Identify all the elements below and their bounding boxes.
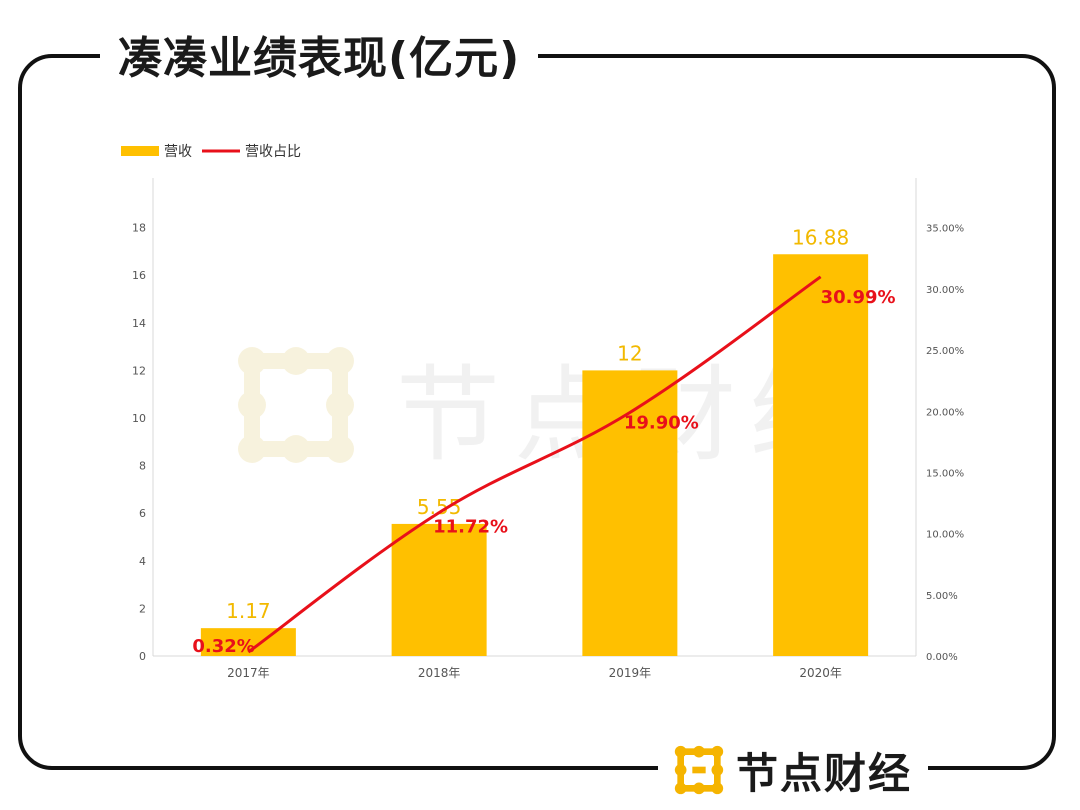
share-line-label: 19.90% xyxy=(624,412,699,433)
right-axis-tick-label: 5.00% xyxy=(926,591,958,602)
revenue-bar xyxy=(391,523,487,656)
revenue-bar-label: 5.55 xyxy=(417,495,462,519)
page-title: 凑凑业绩表现(亿元) xyxy=(118,33,521,84)
left-axis-tick-label: 14 xyxy=(132,317,146,330)
revenue-bar-label: 12 xyxy=(617,341,642,365)
title-container: 凑凑业绩表现(亿元) xyxy=(100,22,539,86)
right-axis-tick-label: 0.00% xyxy=(926,652,958,663)
revenue-bar xyxy=(582,370,678,656)
right-axis-tick-label: 30.00% xyxy=(926,285,964,296)
revenue-bar xyxy=(773,254,869,657)
left-axis-tick-label: 16 xyxy=(132,269,146,282)
left-axis-tick-label: 6 xyxy=(139,507,146,520)
x-axis-tick-label: 2017年 xyxy=(227,666,270,680)
x-axis-tick-label: 2020年 xyxy=(799,666,842,680)
x-axis-tick-label: 2019年 xyxy=(609,666,652,680)
right-axis-tick-label: 10.00% xyxy=(926,530,964,541)
left-axis-tick-label: 18 xyxy=(132,222,146,235)
revenue-bar-label: 16.88 xyxy=(792,225,849,249)
brand-name: 节点财经 xyxy=(736,748,913,798)
node-logo-icon xyxy=(674,745,724,795)
share-line-label: 11.72% xyxy=(433,517,508,538)
brand-footer: 节点财经 xyxy=(658,740,929,800)
legend-label-share: 营收占比 xyxy=(245,144,301,160)
left-axis-tick-label: 10 xyxy=(132,412,146,425)
left-axis-tick-label: 2 xyxy=(139,602,146,615)
share-line-label: 0.32% xyxy=(192,636,254,657)
left-axis-tick-label: 12 xyxy=(132,364,146,377)
right-axis-tick-label: 35.00% xyxy=(926,224,964,235)
share-line-label: 30.99% xyxy=(821,287,896,308)
legend-label-revenue: 营收 xyxy=(164,144,192,160)
left-axis-tick-label: 0 xyxy=(139,650,146,663)
share-line xyxy=(247,275,822,654)
left-axis-tick-label: 8 xyxy=(139,460,146,473)
revenue-bar-label: 1.17 xyxy=(226,599,271,623)
right-axis-tick-label: 25.00% xyxy=(926,346,964,357)
right-axis-tick-label: 15.00% xyxy=(926,468,964,479)
right-axis-tick-label: 20.00% xyxy=(926,407,964,418)
left-axis-tick-label: 4 xyxy=(139,555,146,568)
legend-swatch-revenue xyxy=(121,146,159,156)
x-axis-tick-label: 2018年 xyxy=(418,666,461,680)
